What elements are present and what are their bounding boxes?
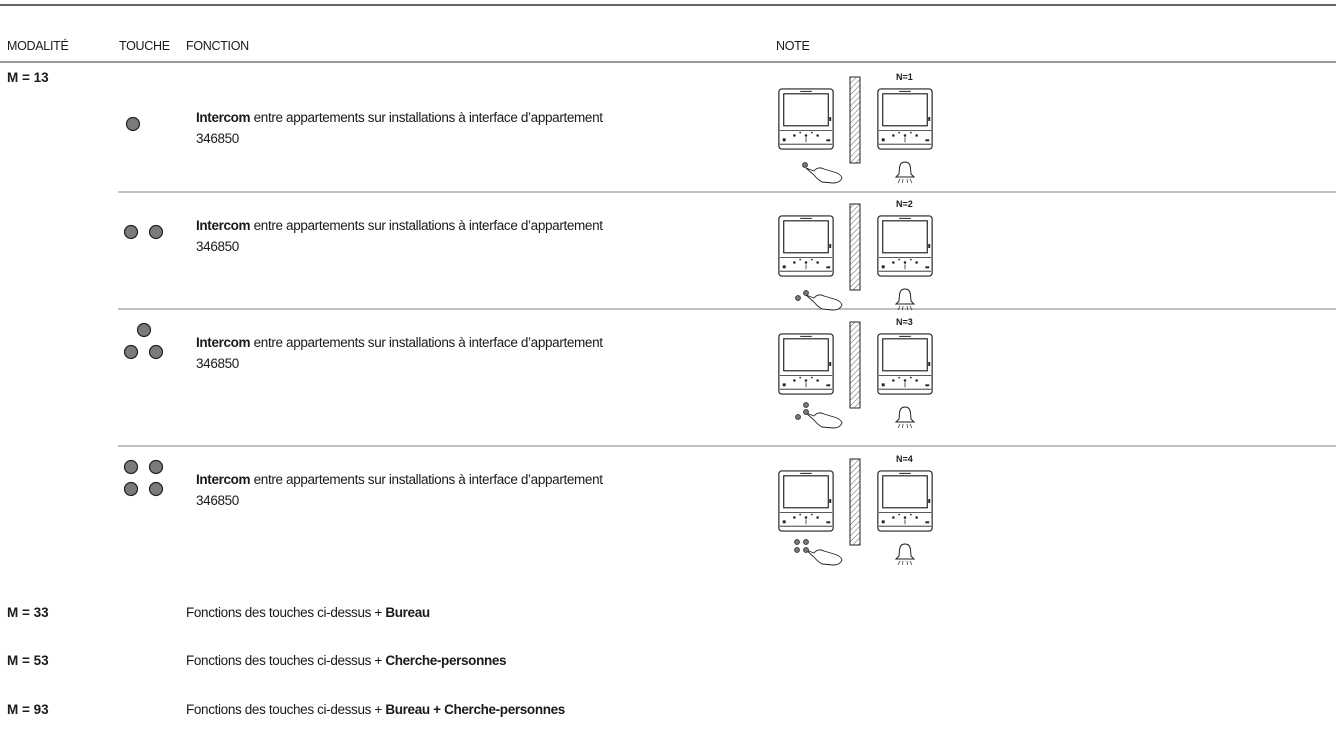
device-left: [778, 333, 834, 395]
hand: [805, 294, 843, 311]
press-dot: [794, 547, 800, 553]
function-text: Intercom entre appartements sur installa…: [196, 107, 603, 149]
device-left: [778, 88, 834, 150]
bell: [895, 406, 915, 429]
press-dot: [794, 539, 800, 545]
key-button: [123, 459, 139, 475]
device-right: [877, 88, 933, 150]
key-button: [123, 481, 139, 497]
device-right: [877, 470, 933, 532]
key-button: [136, 322, 152, 338]
function-code: 346850: [196, 239, 239, 254]
function-description: entre appartements sur installations à i…: [253, 218, 603, 233]
mode-label: M = 93: [7, 702, 49, 717]
bell: [895, 288, 915, 311]
function-keyword: Cherche-personnes: [385, 653, 507, 668]
press-dot: [803, 290, 809, 296]
function-code: 346850: [196, 493, 239, 508]
note-label: N=1: [896, 72, 913, 82]
hand: [805, 412, 843, 429]
column-header: MODALITÉ: [7, 39, 69, 53]
column-header: NOTE: [776, 39, 810, 53]
press-dot: [802, 162, 808, 168]
function-keyword: Bureau + Cherche-personnes: [385, 702, 565, 717]
device-right: [877, 333, 933, 395]
function-text: Fonctions des touches ci-dessus + Cherch…: [186, 650, 507, 671]
mode-label: M = 13: [7, 70, 49, 85]
press-dot: [803, 547, 809, 553]
note-label: N=4: [896, 454, 913, 464]
column-header: TOUCHE: [119, 39, 170, 53]
wall: [849, 203, 861, 291]
wall: [849, 458, 861, 546]
function-description: entre appartements sur installations à i…: [253, 110, 603, 125]
function-keyword: Intercom: [196, 472, 251, 487]
function-description: Fonctions des touches ci-dessus +: [186, 605, 382, 620]
function-description: Fonctions des touches ci-dessus +: [186, 702, 382, 717]
hand: [805, 167, 843, 184]
press-dot: [803, 402, 809, 408]
wall: [849, 321, 861, 409]
function-text: Fonctions des touches ci-dessus + Bureau…: [186, 699, 565, 720]
hand: [805, 549, 843, 566]
key-button: [148, 344, 164, 360]
bell: [895, 543, 915, 566]
note-label: N=2: [896, 199, 913, 209]
key-button: [148, 224, 164, 240]
device-right: [877, 215, 933, 277]
function-keyword: Intercom: [196, 335, 251, 350]
key-button: [125, 116, 141, 132]
note-label: N=3: [896, 317, 913, 327]
key-button: [148, 481, 164, 497]
function-keyword: Bureau: [385, 605, 430, 620]
key-button: [148, 459, 164, 475]
function-keyword: Intercom: [196, 110, 251, 125]
function-text: Intercom entre appartements sur installa…: [196, 332, 603, 374]
function-code: 346850: [196, 131, 239, 146]
mode-label: M = 53: [7, 653, 49, 668]
mode-label: M = 33: [7, 605, 49, 620]
function-description: entre appartements sur installations à i…: [253, 335, 603, 350]
key-button: [123, 344, 139, 360]
function-description: entre appartements sur installations à i…: [253, 472, 603, 487]
function-keyword: Intercom: [196, 218, 251, 233]
function-text: Intercom entre appartements sur installa…: [196, 215, 603, 257]
key-button: [123, 224, 139, 240]
press-dot: [795, 414, 801, 420]
wall: [849, 76, 861, 164]
press-dot: [803, 409, 809, 415]
function-text: Fonctions des touches ci-dessus + Bureau: [186, 602, 430, 623]
press-dot: [803, 539, 809, 545]
column-header: FONCTION: [186, 39, 249, 53]
press-dot: [795, 295, 801, 301]
function-code: 346850: [196, 356, 239, 371]
function-text: Intercom entre appartements sur installa…: [196, 469, 603, 511]
bell: [895, 161, 915, 184]
device-left: [778, 215, 834, 277]
function-description: Fonctions des touches ci-dessus +: [186, 653, 382, 668]
device-left: [778, 470, 834, 532]
